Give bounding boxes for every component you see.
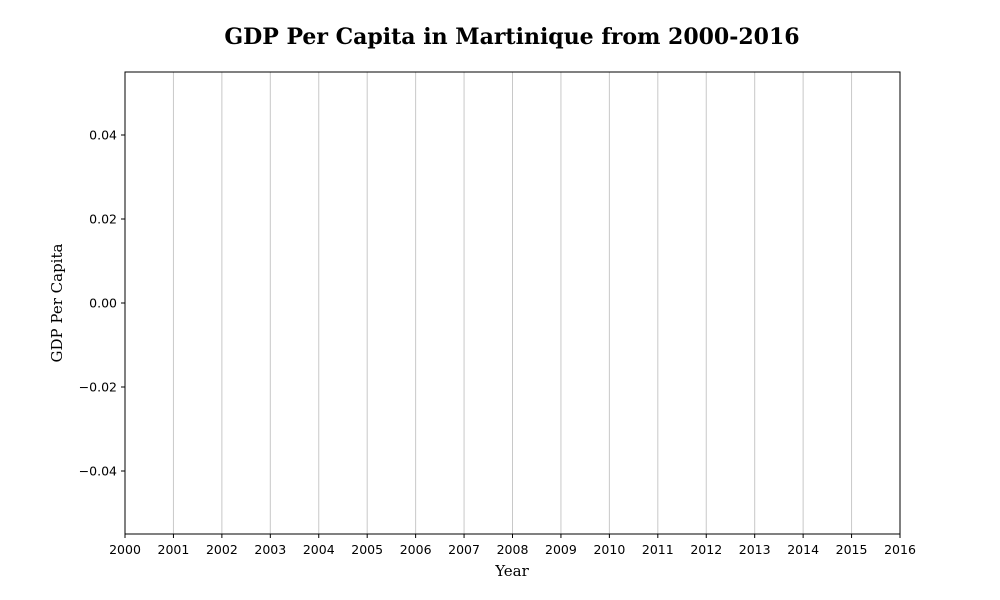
y-tick-label: −0.02 (79, 380, 117, 395)
x-tick-label: 2005 (351, 542, 383, 557)
y-axis-label: GDP Per Capita (48, 244, 66, 363)
x-tick-label: 2014 (787, 542, 819, 557)
x-tick-label: 2004 (303, 542, 335, 557)
y-tick-label: 0.04 (89, 128, 117, 143)
x-tick-label: 2000 (109, 542, 141, 557)
x-tick-label: 2007 (448, 542, 480, 557)
x-tick-label: 2011 (642, 542, 674, 557)
x-tick-label: 2003 (254, 542, 286, 557)
y-axis: 0.04 0.02 0.00 −0.02 −0.04 (79, 128, 125, 479)
x-tick-label: 2012 (690, 542, 722, 557)
chart-title: GDP Per Capita in Martinique from 2000-2… (224, 24, 799, 50)
x-tick-label: 2009 (545, 542, 577, 557)
x-tick-label: 2013 (739, 542, 771, 557)
x-tick-label: 2010 (593, 542, 625, 557)
x-axis: 2000 2001 2002 2003 2004 2005 2006 2007 2008 2009… (109, 534, 916, 557)
x-tick-label: 2015 (836, 542, 868, 557)
x-tick-label: 2001 (158, 542, 190, 557)
x-tick-label: 2016 (884, 542, 916, 557)
x-tick-label: 2002 (206, 542, 238, 557)
x-tick-label: 2006 (400, 542, 432, 557)
y-tick-label: 0.02 (89, 212, 117, 227)
grid (172, 72, 853, 534)
y-tick-label: −0.04 (79, 464, 117, 479)
x-tick-label: 2008 (497, 542, 529, 557)
y-tick-label: 0.00 (89, 296, 117, 311)
x-axis-label: Year (494, 562, 529, 580)
